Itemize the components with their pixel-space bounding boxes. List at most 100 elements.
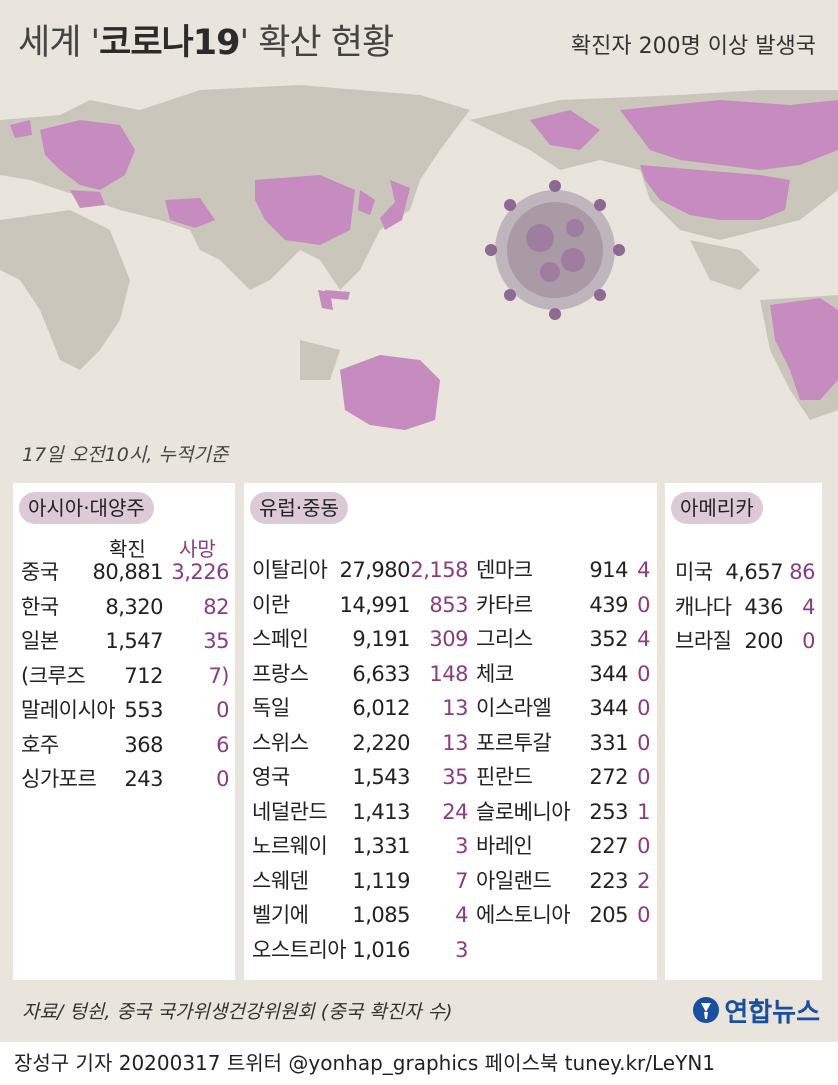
country-name: 오스트리아 [252, 937, 347, 962]
country-row: 브라질 200 0 [675, 624, 815, 658]
death-count: 35 [442, 765, 468, 789]
country-row: 미국 4,657 86 [675, 555, 815, 589]
death-count: 0 [637, 765, 650, 789]
country-name: 프랑스 [252, 661, 309, 686]
confirmed-count: 272 [589, 765, 628, 789]
country-row: 영국 1,543 35 [252, 760, 468, 794]
confirmed-count: 331 [589, 730, 628, 755]
confirmed-count: 368 [124, 732, 163, 757]
death-count: 0 [637, 834, 650, 858]
country-row: 독일 6,012 13 [252, 691, 468, 725]
death-count: 853 [429, 592, 468, 617]
country-row: 체코 344 0 [476, 657, 650, 691]
country-row: 오스트리아 1,016 3 [252, 933, 468, 967]
country-row: 에스토니아 205 0 [476, 898, 650, 932]
confirmed-count: 205 [589, 903, 628, 927]
confirmed-count: 712 [124, 663, 163, 688]
country-row: 말레이시아 553 0 [21, 693, 229, 727]
confirmed-count: 1,331 [352, 834, 410, 858]
country-name: 스위스 [252, 730, 309, 755]
region-tag: 아메리카 [671, 492, 763, 524]
country-name: 스웨덴 [252, 868, 309, 893]
country-row: 프랑스 6,633 148 [252, 657, 468, 691]
death-count: 1 [637, 799, 650, 824]
death-count: 4 [637, 627, 650, 651]
title-suffix: ' 확산 현황 [239, 23, 394, 63]
footer-credit: 장성구 기자 20200317 트위터 @yonhap_graphics 페이스… [0, 1042, 838, 1085]
death-count: 0 [802, 629, 815, 653]
country-row: 바레인 227 0 [476, 829, 650, 863]
country-name: 독일 [252, 696, 290, 720]
confirmed-count: 344 [589, 661, 628, 686]
confirmed-count: 9,191 [352, 627, 410, 651]
country-row: 벨기에 1,085 4 [252, 898, 468, 932]
coronavirus-illustration [485, 180, 625, 320]
country-row: 슬로베니아 253 1 [476, 795, 650, 829]
confirmed-count: 200 [744, 629, 783, 653]
country-name: 중국 [21, 560, 59, 584]
death-count: 35 [203, 629, 229, 653]
country-name: 카타르 [476, 592, 533, 617]
americas-panel: 아메리카 미국 4,657 86 캐나다 436 4 브라질 200 0 [665, 483, 822, 980]
country-name: 한국 [21, 594, 59, 619]
country-row: 그리스 352 4 [476, 622, 650, 656]
country-name: 노르웨이 [252, 834, 328, 858]
country-row: 네덜란드 1,413 24 [252, 795, 468, 829]
country-row: 카타르 439 0 [476, 588, 650, 622]
country-name: 싱가포르 [21, 767, 97, 791]
country-row: (크루즈 712 7) [21, 659, 229, 693]
death-count: 13 [442, 730, 468, 755]
country-name: 이스라엘 [476, 696, 552, 720]
country-row: 핀란드 272 0 [476, 760, 650, 794]
death-count: 4 [637, 558, 650, 582]
country-name: 일본 [21, 629, 59, 653]
confirmed-count: 6,012 [352, 696, 410, 720]
country-name: 아일랜드 [476, 868, 552, 893]
death-count: 86 [789, 560, 815, 584]
country-row: 중국 80,881 3,226 [21, 555, 229, 589]
country-name: 그리스 [476, 627, 533, 651]
country-row: 이탈리아 27,980 2,158 [252, 553, 468, 587]
title-highlight: 코로나19 [99, 23, 240, 63]
country-row: 일본 1,547 35 [21, 624, 229, 658]
death-count: 0 [637, 661, 650, 686]
confirmed-count: 1,085 [352, 903, 410, 927]
subtitle: 확진자 200명 이상 발생국 [570, 34, 816, 59]
confirmed-count: 2,220 [352, 730, 410, 755]
as-of-note: 17일 오전10시, 누적기준 [22, 444, 229, 466]
title-prefix: 세계 ' [18, 23, 100, 63]
yonhap-logo: 연합뉴스 [692, 990, 820, 1030]
country-name: (크루즈 [21, 663, 86, 688]
confirmed-count: 8,320 [105, 594, 163, 619]
confirmed-count: 436 [744, 594, 783, 619]
country-name: 슬로베니아 [476, 799, 571, 824]
death-count: 2,158 [410, 558, 468, 582]
confirmed-count: 253 [589, 799, 628, 824]
country-row: 스위스 2,220 13 [252, 726, 468, 760]
country-row: 스웨덴 1,119 7 [252, 864, 468, 898]
death-count: 0 [216, 698, 229, 722]
confirmed-count: 553 [124, 698, 163, 722]
country-name: 포르투갈 [476, 730, 552, 755]
country-name: 에스토니아 [476, 903, 571, 927]
world-map [0, 85, 838, 430]
affected-countries [10, 100, 838, 430]
country-row: 노르웨이 1,331 3 [252, 829, 468, 863]
confirmed-header: 확진 [109, 537, 146, 561]
death-count: 3 [455, 834, 468, 858]
death-count: 3,226 [171, 560, 229, 584]
country-row: 이스라엘 344 0 [476, 691, 650, 725]
page-title: 세계 '코로나19' 확산 현황 [18, 14, 394, 65]
confirmed-count: 243 [124, 767, 163, 791]
country-row: 아일랜드 223 2 [476, 864, 650, 898]
death-count: 7) [208, 663, 229, 688]
death-count: 4 [455, 903, 468, 927]
confirmed-count: 344 [589, 696, 628, 720]
country-name: 브라질 [675, 629, 732, 653]
country-name: 덴마크 [476, 558, 533, 582]
confirmed-count: 1,119 [352, 868, 410, 893]
death-count: 2 [637, 868, 650, 893]
confirmed-count: 352 [589, 627, 628, 651]
death-count: 13 [442, 696, 468, 720]
